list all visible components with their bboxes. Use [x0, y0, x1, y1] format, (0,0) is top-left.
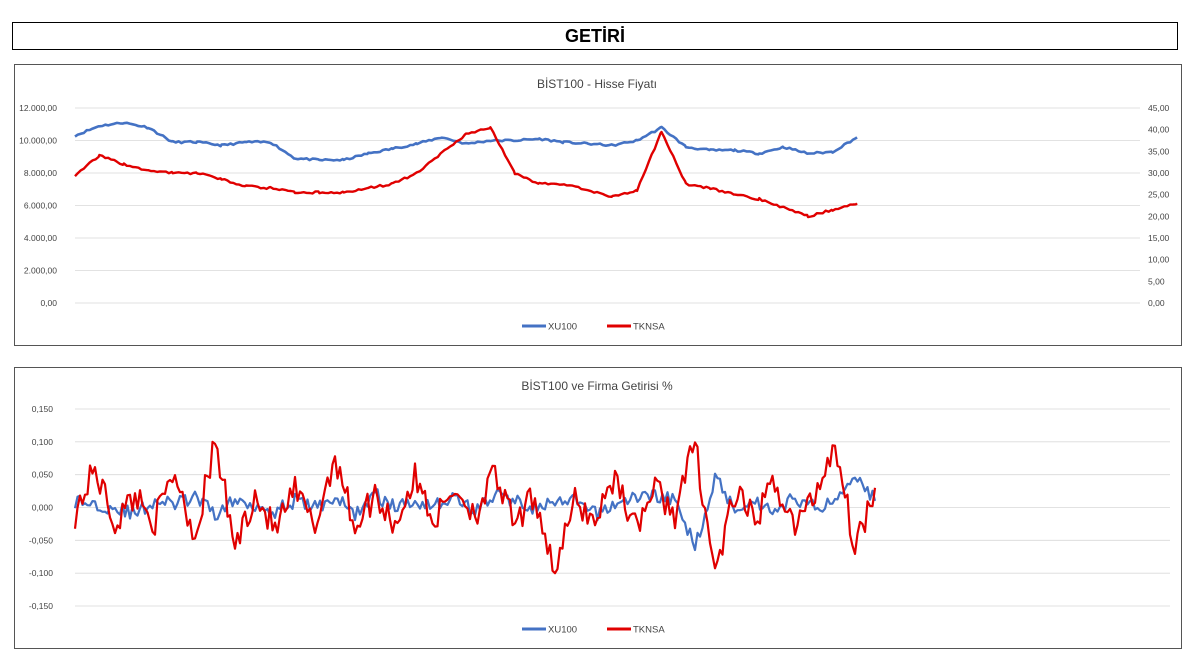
y-right-tick-label: 30,00	[1148, 168, 1170, 178]
y-tick-label: 0,100	[32, 437, 54, 447]
y-left-tick-label: 6.000,00	[24, 201, 57, 211]
legend-label-tknsa: TKNSA	[633, 625, 665, 636]
series-line-tknsa	[74, 126, 858, 219]
legend-label-xu100: XU100	[548, 322, 577, 333]
y-right-tick-label: 45,00	[1148, 103, 1170, 113]
y-left-tick-label: 12.000,00	[19, 103, 57, 113]
price-chart: BİST100 - Hisse Fiyatı 0,00 2.000,00 4.000,…	[19, 77, 1170, 333]
y-tick-label: -0,150	[29, 601, 53, 611]
y-right-tick-label: 10,00	[1148, 255, 1170, 265]
y-tick-label: -0,050	[29, 535, 53, 545]
y-left-tick-label: 4.000,00	[24, 233, 57, 243]
series-line-tknsa	[73, 440, 877, 575]
return-chart-panel: BİST100 ve Firma Getirisi % -0,150 -0,100 -…	[14, 367, 1182, 649]
legend-label-tknsa: TKNSA	[633, 322, 665, 333]
y-right-tick-label: 25,00	[1148, 190, 1170, 200]
legend-label-xu100: XU100	[548, 625, 577, 636]
page-title: GETİRİ	[12, 22, 1178, 50]
y-tick-label: 0,150	[32, 404, 54, 414]
price-chart-panel: BİST100 - Hisse Fiyatı 0,00 2.000,00 4.000,…	[14, 64, 1182, 346]
y-right-tick-label: 40,00	[1148, 125, 1170, 135]
chart-title: BİST100 - Hisse Fiyatı	[537, 77, 657, 91]
y-left-tick-label: 10.000,00	[19, 136, 57, 146]
y-left-tick-label: 2.000,00	[24, 266, 57, 276]
y-tick-label: -0,100	[29, 568, 53, 578]
y-left-tick-label: 8.000,00	[24, 168, 57, 178]
y-left-tick-label: 0,00	[40, 298, 57, 308]
y-tick-label: 0,000	[32, 503, 54, 513]
series-line-xu100	[74, 121, 858, 162]
y-right-tick-label: 0,00	[1148, 298, 1165, 308]
y-right-tick-label: 35,00	[1148, 146, 1170, 156]
y-right-tick-label: 15,00	[1148, 233, 1170, 243]
chart-title: BİST100 ve Firma Getirisi %	[521, 379, 673, 393]
y-tick-label: 0,050	[32, 470, 54, 480]
y-right-tick-label: 20,00	[1148, 211, 1170, 221]
y-right-tick-label: 5,00	[1148, 276, 1165, 286]
return-chart: BİST100 ve Firma Getirisi % -0,150 -0,100 -…	[29, 379, 1170, 636]
